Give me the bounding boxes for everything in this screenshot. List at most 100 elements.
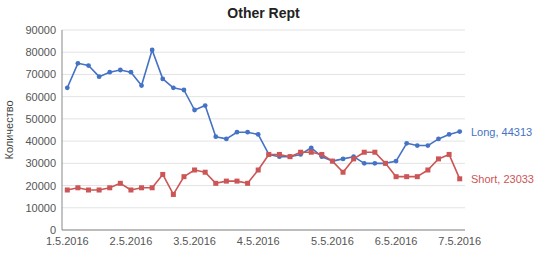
marker: [171, 85, 176, 90]
marker: [192, 168, 197, 173]
marker: [404, 174, 409, 179]
marker: [107, 185, 112, 190]
marker: [351, 156, 356, 161]
series-label: Long, 44313: [471, 126, 532, 138]
marker: [76, 61, 81, 66]
marker: [192, 108, 197, 113]
marker: [288, 154, 293, 159]
marker: [383, 161, 388, 166]
marker: [447, 132, 452, 137]
y-tick-label: 90000: [25, 24, 56, 36]
marker: [394, 159, 399, 164]
marker: [404, 141, 409, 146]
marker: [415, 143, 420, 148]
grid-line: [62, 118, 465, 119]
marker: [97, 188, 102, 193]
marker: [266, 152, 271, 157]
y-tick-label: 10000: [25, 202, 56, 214]
x-tick-label: 5.5.2016: [311, 235, 354, 247]
marker: [436, 156, 441, 161]
x-tick-label: 7.5.2016: [438, 235, 481, 247]
marker: [457, 129, 462, 134]
y-tick-label: 40000: [25, 135, 56, 147]
marker: [213, 181, 218, 186]
marker: [372, 150, 377, 155]
marker: [160, 172, 165, 177]
marker: [129, 70, 134, 75]
x-tick-label: 4.5.2016: [237, 235, 280, 247]
marker: [330, 159, 335, 164]
title: Other Rept: [227, 5, 300, 21]
grid-line: [62, 207, 465, 208]
marker: [203, 103, 208, 108]
marker: [86, 188, 91, 193]
series-line: [67, 50, 459, 163]
marker: [128, 188, 133, 193]
marker: [394, 174, 399, 179]
grid-line: [62, 74, 465, 75]
marker: [330, 159, 335, 164]
marker: [341, 170, 346, 175]
y-axis-label: Количество: [3, 100, 15, 159]
marker: [160, 76, 165, 81]
x-tick-label: 3.5.2016: [173, 235, 216, 247]
marker: [309, 150, 314, 155]
marker: [266, 152, 271, 157]
marker: [319, 152, 324, 157]
grid-line: [62, 230, 465, 231]
marker: [139, 83, 144, 88]
y-tick-label: 80000: [25, 46, 56, 58]
marker: [234, 179, 239, 184]
grid-line: [62, 141, 465, 142]
marker: [457, 176, 462, 181]
y-tick-label: 60000: [25, 91, 56, 103]
y-tick-label: 70000: [25, 68, 56, 80]
series-line: [67, 152, 459, 194]
marker: [372, 161, 377, 166]
marker: [256, 168, 261, 173]
marker: [235, 130, 240, 135]
marker: [425, 143, 430, 148]
marker: [118, 68, 123, 73]
marker: [118, 181, 123, 186]
grid-line: [62, 52, 465, 53]
marker: [224, 136, 229, 141]
marker: [203, 170, 208, 175]
y-tick-label: 50000: [25, 113, 56, 125]
marker: [245, 130, 250, 135]
x-tick-label: 6.5.2016: [375, 235, 418, 247]
grid-line: [62, 96, 465, 97]
marker: [341, 156, 346, 161]
marker: [362, 161, 367, 166]
marker: [362, 150, 367, 155]
grid-line: [62, 30, 465, 31]
plot-area: [65, 48, 462, 197]
marker: [181, 174, 186, 179]
marker: [256, 132, 261, 137]
marker: [447, 152, 452, 157]
marker: [298, 150, 303, 155]
marker: [107, 70, 112, 75]
marker: [277, 152, 282, 157]
marker: [139, 185, 144, 190]
marker: [65, 85, 70, 90]
marker: [224, 179, 229, 184]
marker: [245, 181, 250, 186]
marker: [436, 136, 441, 141]
marker: [150, 185, 155, 190]
marker: [65, 188, 70, 193]
x-tick-label: 1.5.2016: [46, 235, 89, 247]
x-tick-label: 2.5.2016: [110, 235, 153, 247]
y-axis: [62, 30, 63, 230]
marker: [150, 48, 155, 53]
y-tick-label: 30000: [25, 157, 56, 169]
series-label: Short, 23033: [471, 173, 534, 185]
marker: [171, 192, 176, 197]
marker: [182, 88, 187, 93]
x-axis: [62, 230, 465, 231]
grid: [62, 30, 465, 230]
marker: [288, 154, 293, 159]
marker: [309, 145, 314, 150]
marker: [213, 134, 218, 139]
marker: [415, 174, 420, 179]
